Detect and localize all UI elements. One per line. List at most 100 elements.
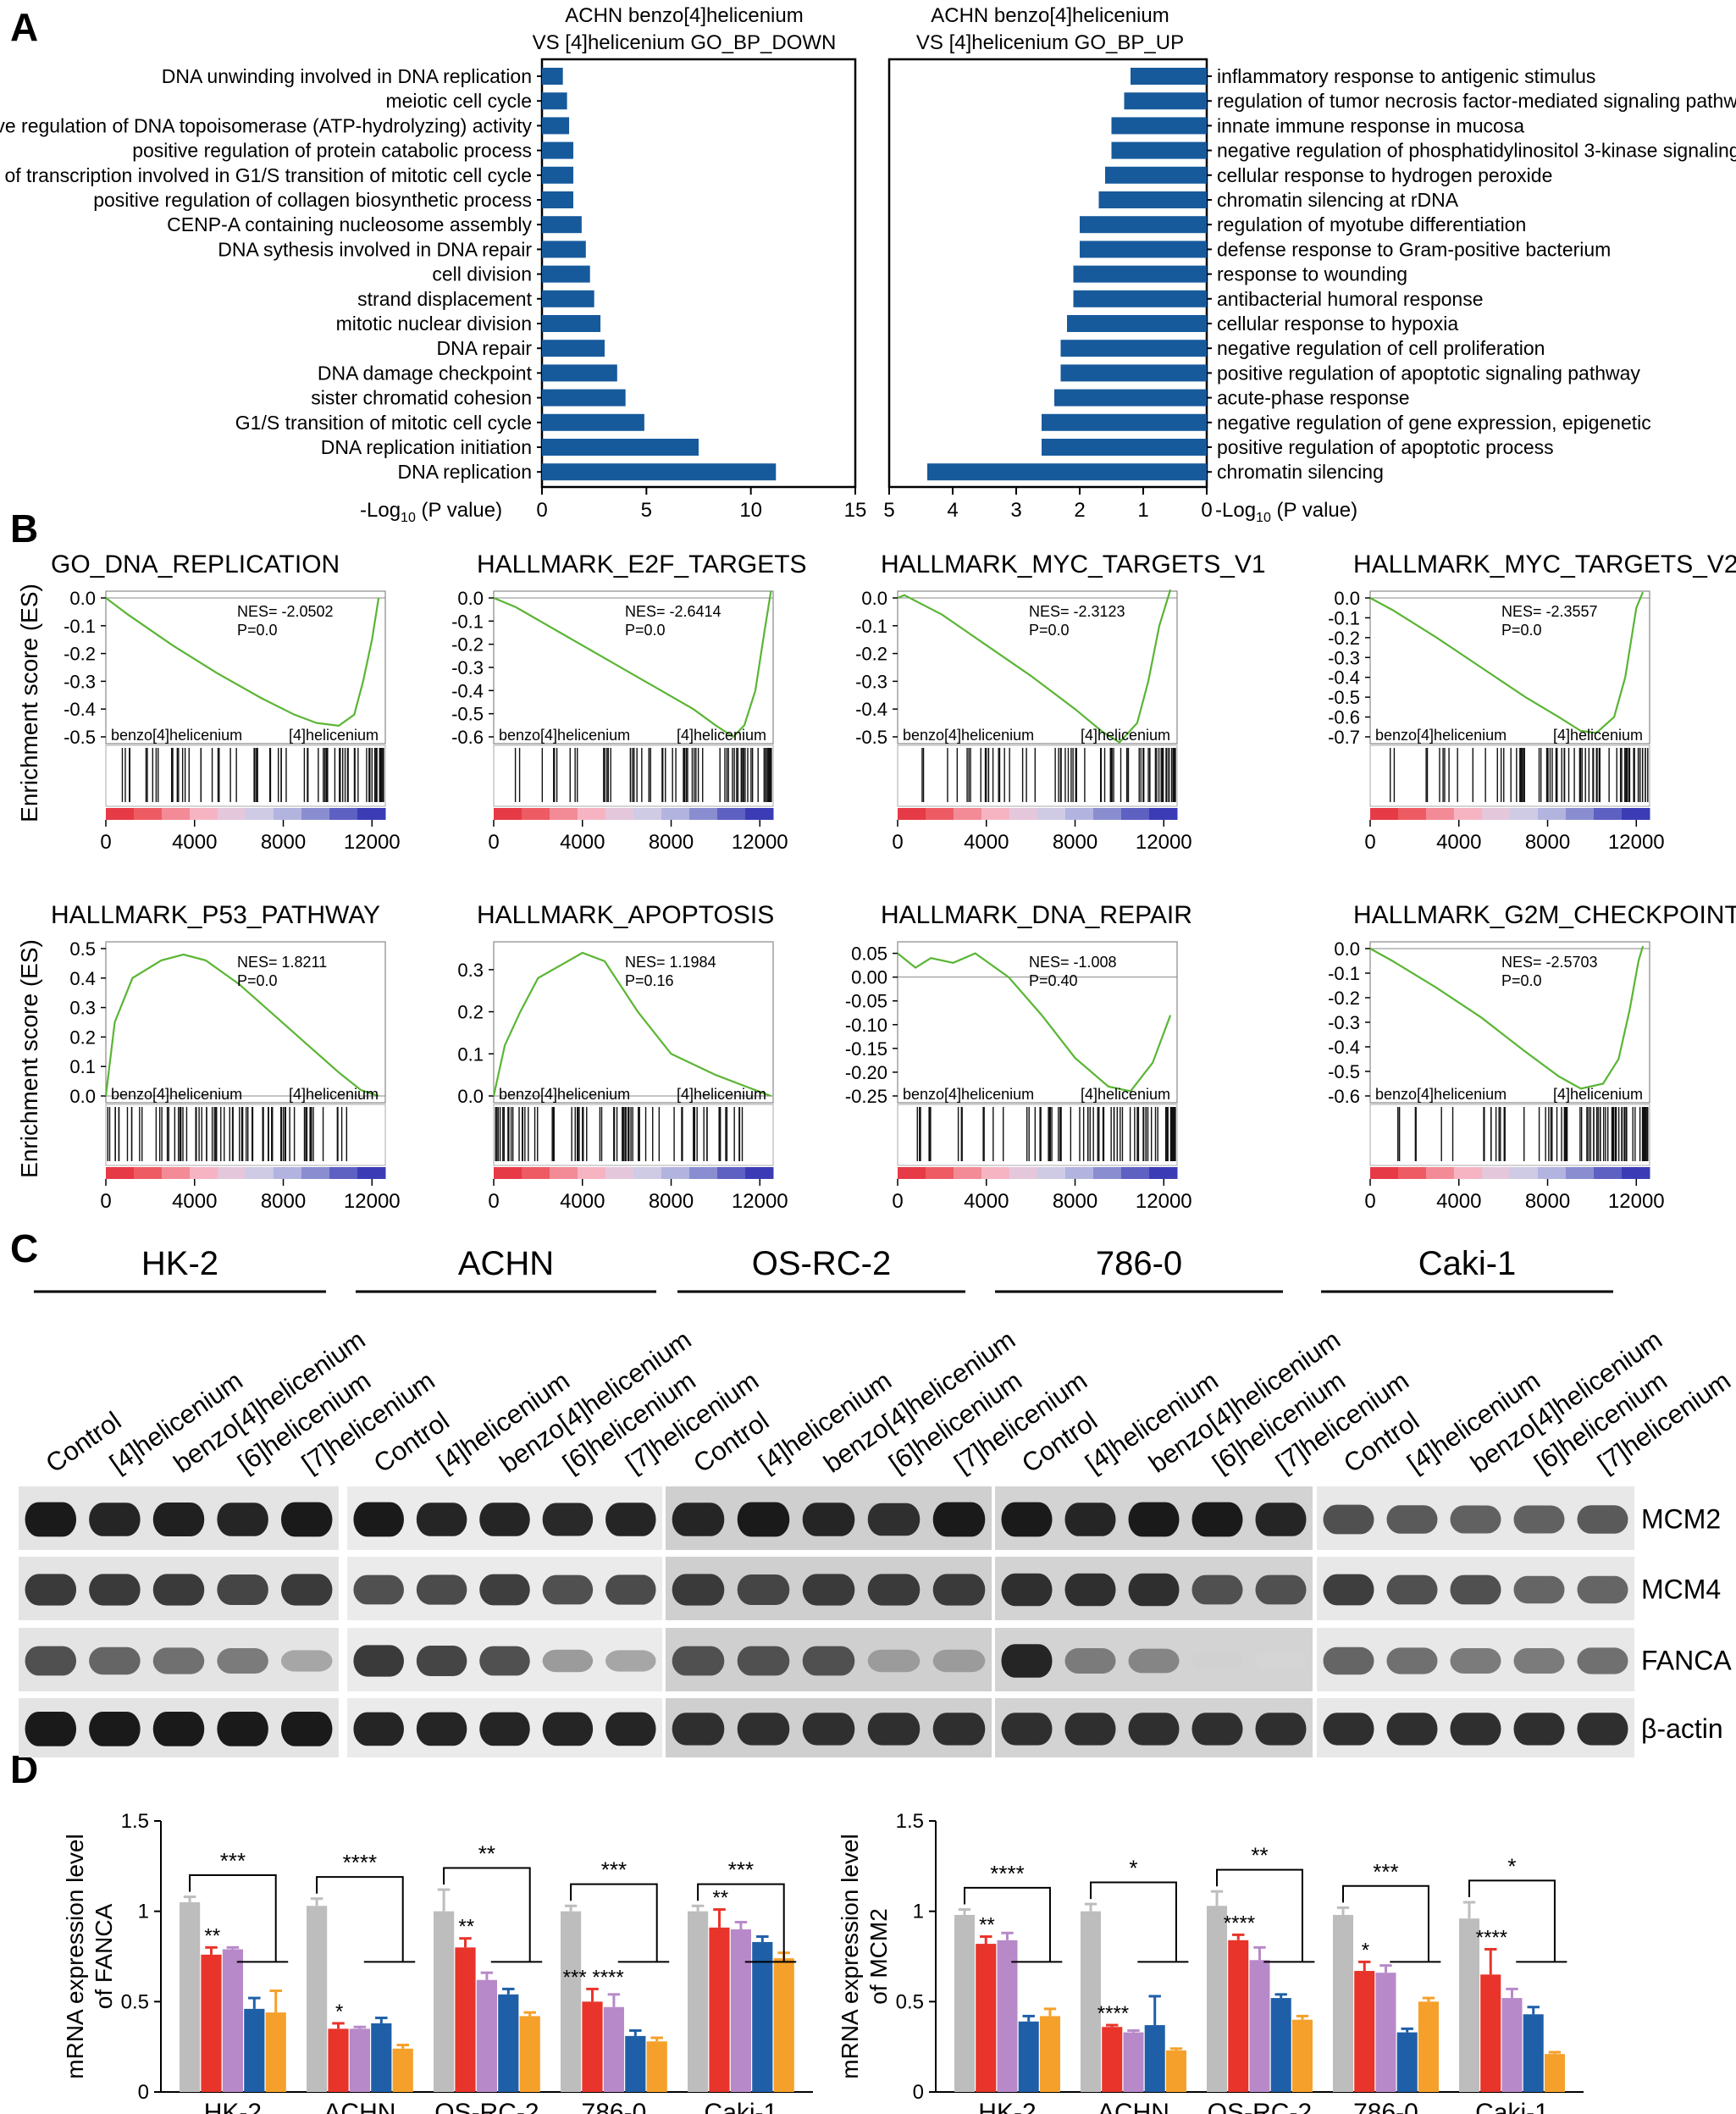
- hits-frame: [1369, 1104, 1650, 1166]
- cell-line-header: Caki-1: [1418, 1245, 1517, 1282]
- es-ytick-label: -0.2: [1328, 988, 1360, 1009]
- rank-color-segment: [605, 1167, 634, 1179]
- up-category-label: response to wounding: [1217, 263, 1407, 285]
- right-phenotype-tag: [4]helicenium: [677, 1086, 766, 1103]
- es-ytick-label: -0.6: [1328, 707, 1360, 728]
- rank-color-segment: [329, 808, 358, 820]
- protein-band: [737, 1713, 790, 1746]
- protein-band: [353, 1712, 404, 1746]
- protein-band: [1450, 1505, 1501, 1534]
- rank-xtick-label: 12000: [1136, 1190, 1192, 1213]
- rank-color-segment: [717, 808, 746, 820]
- es-ytick-label: -0.25: [845, 1086, 887, 1107]
- protein-band: [1450, 1574, 1501, 1605]
- up-bar: [1067, 315, 1207, 332]
- protein-band: [802, 1646, 855, 1676]
- protein-label: MCM2: [1641, 1504, 1721, 1535]
- es-frame: [105, 590, 386, 744]
- es-ytick-label: -0.1: [451, 611, 484, 632]
- rank-color-segment: [1037, 808, 1066, 820]
- d-sig-stars: **: [204, 1924, 220, 1947]
- p-label: P=0.0: [1029, 622, 1070, 639]
- rank-xtick-label: 4000: [1436, 1190, 1481, 1213]
- es-ytick-label: -0.5: [1328, 687, 1360, 708]
- protein-band: [542, 1649, 594, 1673]
- gsea-plot: HALLMARK_MYC_TARGETS_V20.0-0.1-0.2-0.3-0…: [1328, 551, 1736, 854]
- cell-line-header: OS-RC-2: [752, 1245, 891, 1282]
- rank-xtick-label: 0: [488, 1190, 499, 1213]
- protein-band: [1513, 1505, 1565, 1534]
- protein-band: [542, 1502, 594, 1536]
- es-ytick-label: 0.0: [861, 588, 887, 609]
- down-bar: [542, 216, 582, 234]
- down-bar: [542, 68, 563, 85]
- protein-band: [737, 1646, 790, 1676]
- right-phenotype-tag: [4]helicenium: [1081, 727, 1170, 744]
- d-bar: [519, 2016, 540, 2092]
- d-bar: [625, 2035, 646, 2092]
- d-bar: [976, 1944, 997, 2092]
- protein-band: [932, 1502, 986, 1537]
- protein-band: [25, 1574, 77, 1606]
- protein-band: [1191, 1502, 1243, 1537]
- up-bar: [1080, 216, 1207, 234]
- es-ytick-label: -0.3: [1328, 647, 1360, 668]
- rank-color-segment: [218, 1167, 246, 1179]
- protein-band: [416, 1502, 467, 1536]
- protein-band: [25, 1502, 77, 1537]
- right-phenotype-tag: [4]helicenium: [289, 727, 379, 744]
- rank-color-segment: [633, 808, 662, 820]
- d-bar: [1018, 2021, 1039, 2092]
- rank-color-segment: [357, 1167, 386, 1179]
- up-category-label: inflammatory response to antigenic stimu…: [1217, 65, 1595, 87]
- up-bar: [1073, 265, 1207, 283]
- rank-color-segment: [134, 1167, 163, 1179]
- p-label: P=0.16: [625, 972, 674, 989]
- protein-band: [1323, 1574, 1374, 1606]
- rank-xtick-label: 4000: [1436, 831, 1481, 854]
- up-bar: [1060, 340, 1207, 357]
- protein-label: MCM4: [1641, 1574, 1721, 1605]
- d-group-label: ACHN: [1097, 2099, 1169, 2114]
- es-ytick-label: 0.05: [851, 944, 887, 965]
- d-bar: [476, 1979, 497, 2092]
- protein-band: [353, 1574, 404, 1605]
- up-category-label: acute-phase response: [1217, 387, 1410, 409]
- protein-band: [479, 1712, 530, 1746]
- rank-color-segment: [745, 1167, 774, 1179]
- up-xtick-label: 0: [1201, 499, 1212, 522]
- cell-line-header: ACHN: [458, 1245, 554, 1282]
- protein-band: [1191, 1713, 1243, 1746]
- rank-xtick-label: 8000: [1525, 831, 1570, 854]
- d-ylabel-line2: of FANCA: [91, 1903, 117, 2009]
- left-phenotype-tag: benzo[4]helicenium: [499, 1086, 630, 1103]
- es-ytick-label: 0.4: [69, 968, 96, 989]
- d-bar: [1123, 2032, 1144, 2092]
- rank-color-segment: [1426, 808, 1455, 820]
- hits-frame: [105, 744, 386, 807]
- protein-band: [353, 1502, 404, 1537]
- protein-band: [89, 1574, 141, 1606]
- d-sig-bracket: [316, 1876, 404, 1962]
- left-phenotype-tag: benzo[4]helicenium: [903, 1086, 1034, 1103]
- d-bar: [349, 2028, 370, 2092]
- gsea-plot: GO_DNA_REPLICATION 0.0 -0.1 -0.2 -0.3 -0.4 -0.…: [51, 551, 401, 854]
- protein-band: [605, 1502, 656, 1536]
- protein-label: β-actin: [1641, 1713, 1723, 1744]
- es-ytick-label: -0.05: [845, 991, 887, 1012]
- gsea-title: HALLMARK_MYC_TARGETS_V1: [881, 551, 1266, 578]
- protein-band: [542, 1712, 594, 1746]
- rank-color-segment: [301, 1167, 330, 1179]
- d-bar: [1270, 1998, 1291, 2092]
- d-bar: [1249, 1960, 1270, 2092]
- d-sig-stars: ****: [1476, 1926, 1507, 1949]
- rank-color-segment: [1398, 1167, 1427, 1179]
- protein-band: [1255, 1652, 1307, 1669]
- d-ylabel-line1: mRNA expression level: [837, 1834, 863, 2078]
- rank-xtick-label: 0: [488, 831, 499, 854]
- panel-b-gsea-plots: Enrichment score (ES) Enrichment score (…: [16, 551, 1736, 1213]
- rank-color-segment: [190, 1167, 218, 1179]
- protein-band: [1128, 1648, 1180, 1674]
- d-ytick-label: 1.5: [121, 1810, 149, 1833]
